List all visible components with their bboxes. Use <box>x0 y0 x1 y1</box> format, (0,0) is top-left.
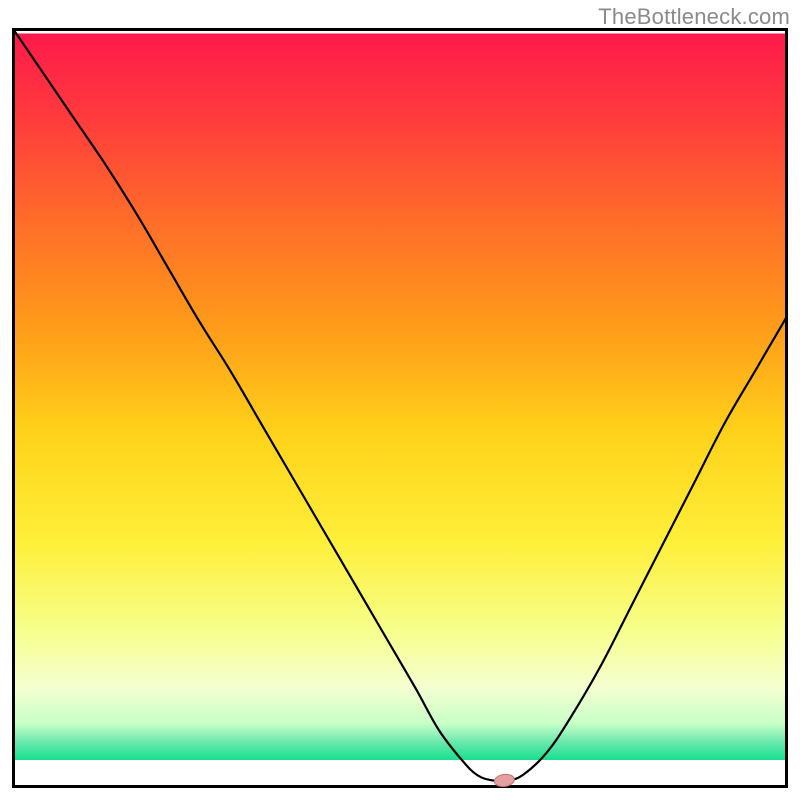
watermark-text: TheBottleneck.com <box>598 4 790 30</box>
bottleneck-chart <box>12 28 788 788</box>
gradient-background <box>14 34 787 761</box>
plot-area <box>12 28 788 788</box>
chart-stage: TheBottleneck.com <box>0 0 800 800</box>
